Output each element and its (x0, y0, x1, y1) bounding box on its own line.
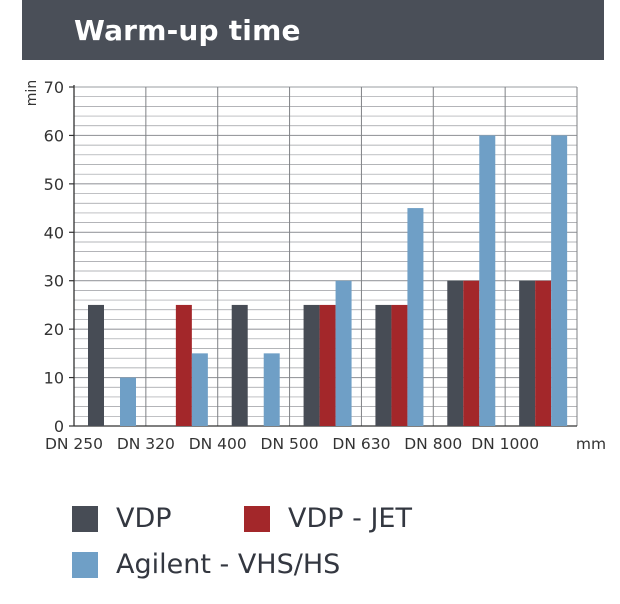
x-tick-label: DN 400 (189, 435, 247, 453)
x-axis-label: mm (576, 435, 606, 453)
y-tick-label: 40 (44, 223, 64, 242)
y-tick-label: 10 (44, 369, 64, 388)
bar (120, 377, 136, 426)
y-tick-label: 20 (44, 320, 64, 339)
y-tick-label: 0 (54, 417, 64, 436)
bar (463, 280, 480, 426)
x-tick-label: DN 630 (332, 435, 390, 453)
legend-label-agilent: Agilent - VHS/HS (116, 549, 341, 580)
bar (551, 135, 568, 426)
legend-item-vdp: VDP (72, 503, 172, 534)
bar (535, 280, 552, 426)
legend-swatch-agilent (72, 551, 98, 578)
legend-item-vdp-jet: VDP - JET (244, 503, 412, 534)
bar (303, 304, 320, 426)
bar (407, 208, 424, 426)
y-axis-label: min (24, 80, 40, 106)
y-tick-label: 60 (44, 126, 64, 145)
legend-item-agilent: Agilent - VHS/HS (72, 549, 340, 580)
bar (335, 280, 352, 426)
bar (263, 353, 280, 426)
x-tick-label: DN 500 (261, 435, 319, 453)
chart-title: Warm-up time (74, 14, 301, 47)
y-tick-label: 50 (44, 175, 64, 194)
bar (391, 304, 408, 426)
x-tick-label: DN 800 (404, 435, 462, 453)
legend-swatch-vdp (72, 505, 98, 532)
bar (231, 304, 248, 426)
legend-label-vdp: VDP (116, 503, 172, 534)
bar (479, 135, 496, 426)
legend-swatch-vdp-jet (244, 505, 270, 532)
bar (447, 280, 464, 426)
title-bar: Warm-up time (22, 0, 604, 60)
x-tick-label: DN 250 (45, 435, 103, 453)
bar (319, 304, 336, 426)
bar (375, 304, 392, 426)
y-tick-label: 70 (44, 78, 64, 97)
bar (88, 304, 104, 426)
bar (191, 353, 208, 426)
x-tick-label: DN 1000 (471, 435, 539, 453)
x-tick-label: DN 320 (117, 435, 175, 453)
legend-label-vdp-jet: VDP - JET (288, 503, 412, 534)
bar (175, 304, 192, 426)
bar (519, 280, 536, 426)
y-tick-label: 30 (44, 272, 64, 291)
